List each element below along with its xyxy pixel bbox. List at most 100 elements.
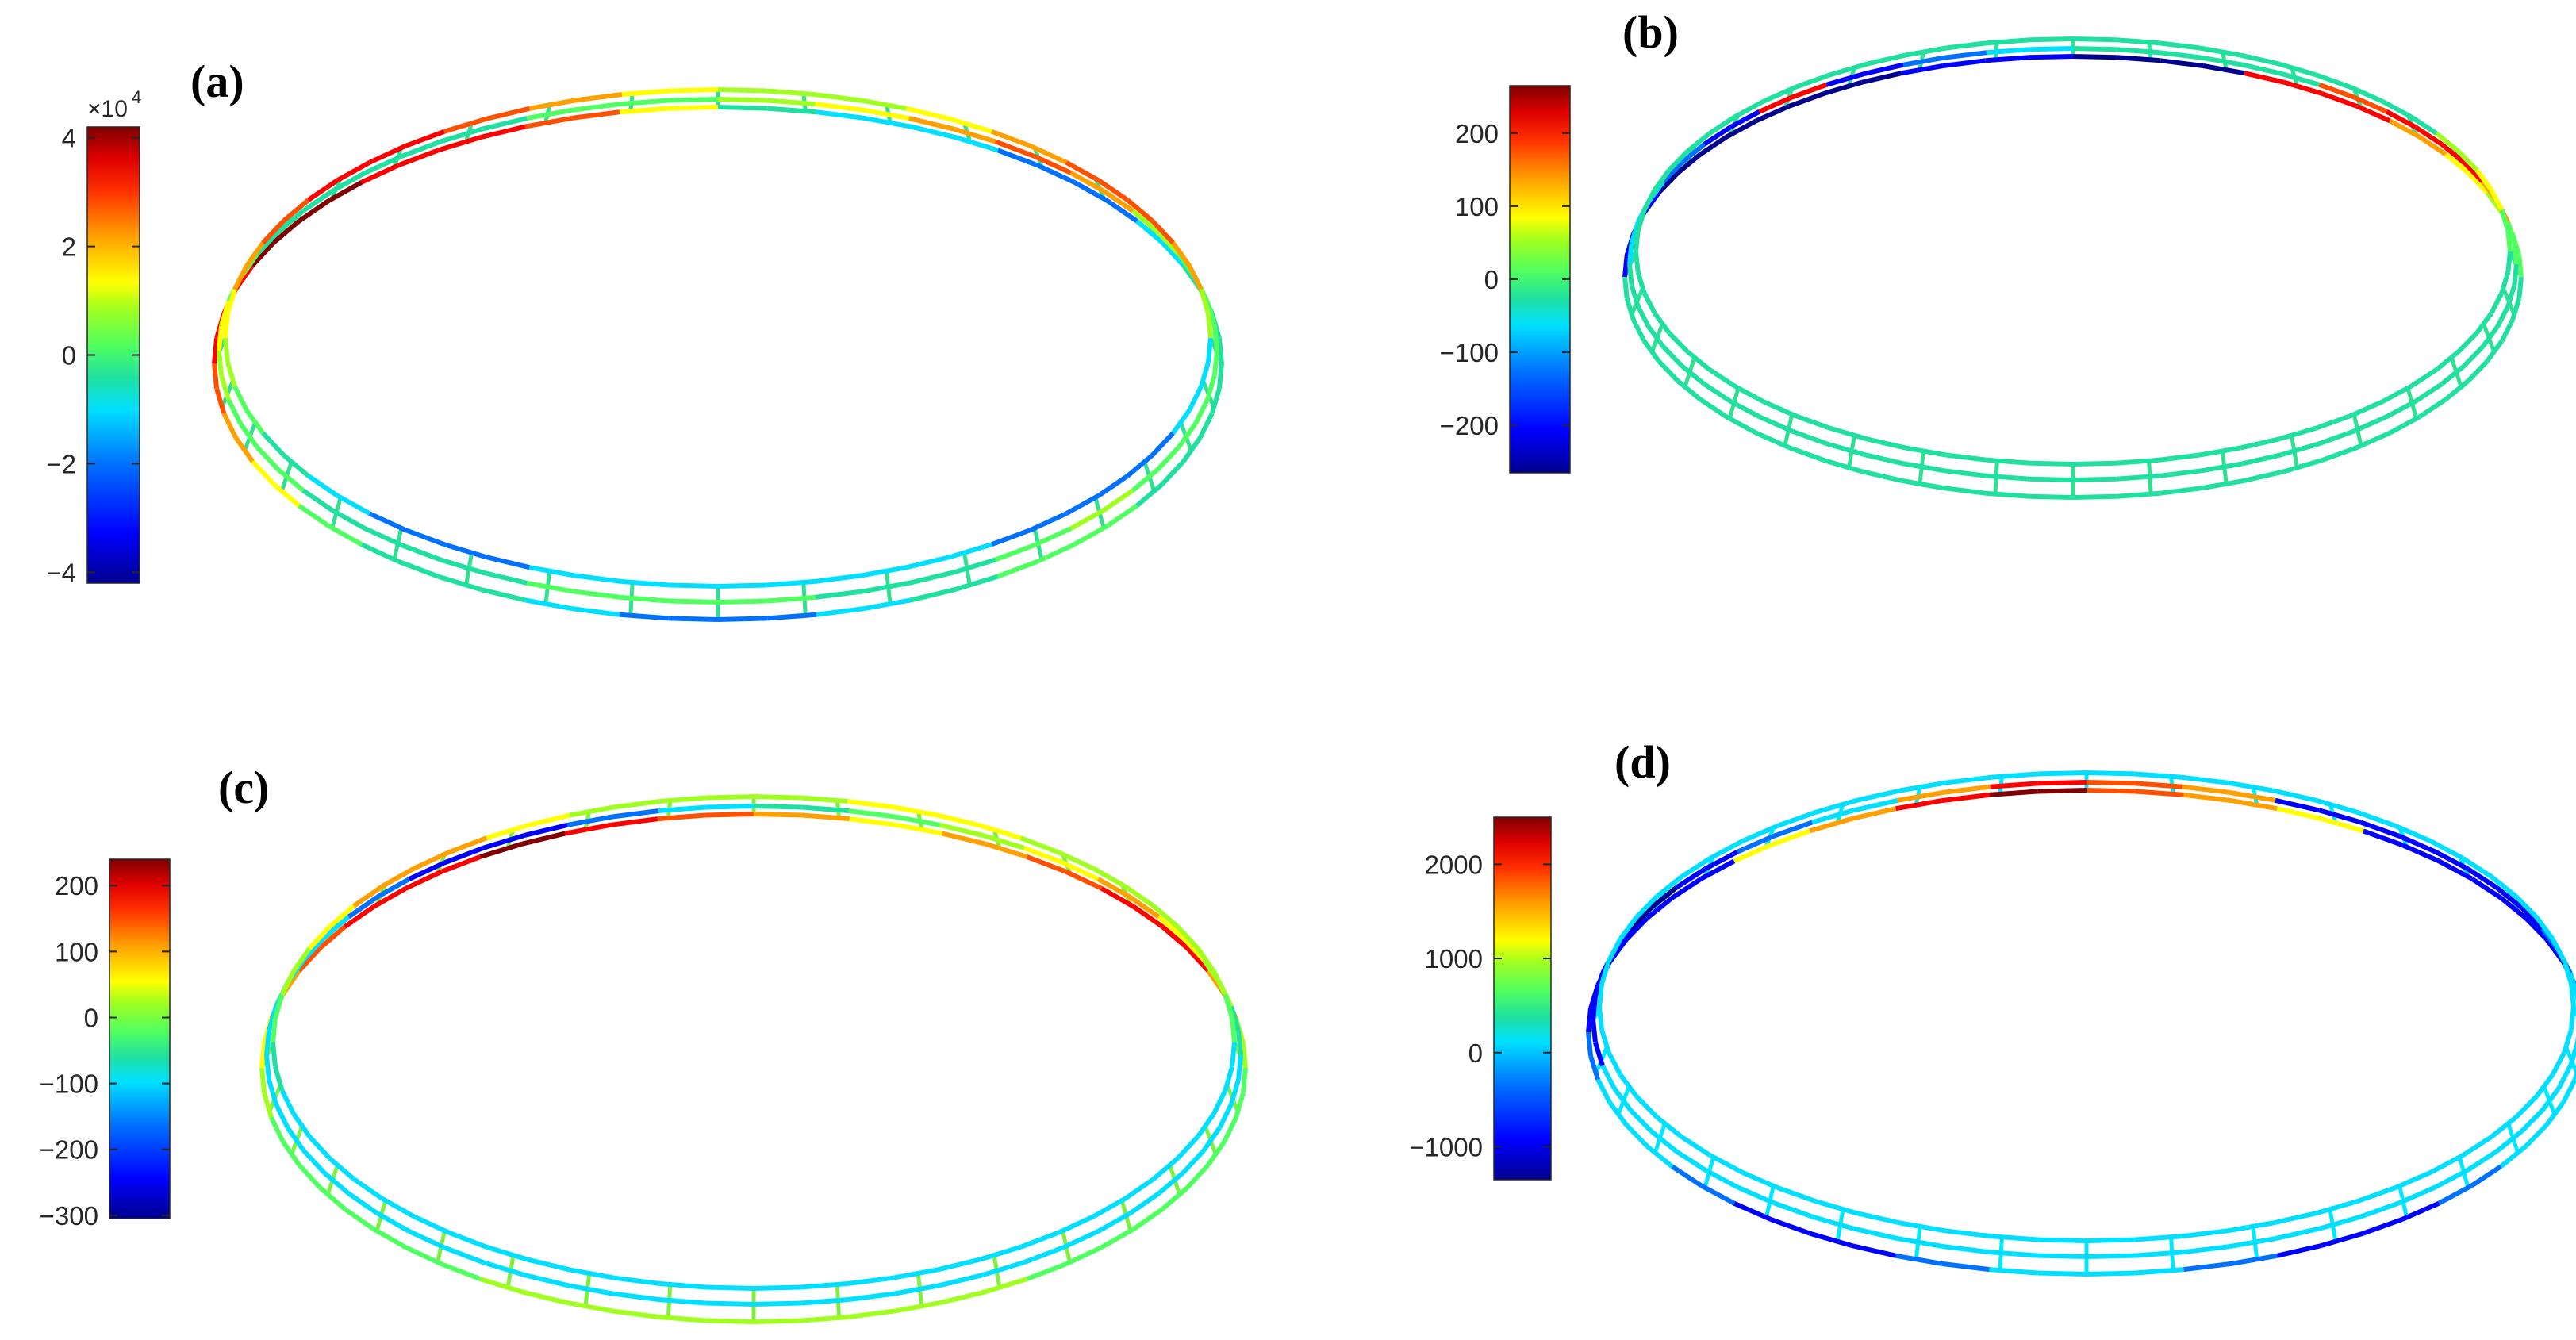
ring-segment xyxy=(2495,885,2524,910)
ring-segment xyxy=(2240,436,2280,451)
ring-segment xyxy=(482,116,528,132)
ring-segment xyxy=(2385,109,2417,130)
colorbar-tick-label: 0 xyxy=(84,1003,98,1032)
ring-segment xyxy=(939,1272,985,1288)
ring-segment xyxy=(1106,198,1138,224)
ring-segment xyxy=(2401,1200,2440,1222)
ring-segment xyxy=(2029,46,2074,52)
ring-segment xyxy=(1990,781,2039,789)
ring-segment xyxy=(1595,1078,1612,1104)
ring-segment xyxy=(2318,1214,2362,1231)
ring-segment xyxy=(2467,359,2490,383)
ring-segment xyxy=(1187,264,1204,291)
ring-segment xyxy=(528,98,576,111)
ring-segment xyxy=(1733,384,1765,405)
ring-segment xyxy=(352,1177,384,1201)
ring-segment xyxy=(1944,468,1987,478)
ring-segment xyxy=(1815,797,1858,815)
ring-segment xyxy=(217,325,224,351)
ring-segment xyxy=(405,869,443,891)
ring-segment xyxy=(1667,149,1690,172)
ring-segment xyxy=(753,1318,802,1324)
ring-segment xyxy=(2562,960,2574,985)
ring-segment xyxy=(2029,36,2074,43)
ring-segment xyxy=(2086,788,2136,794)
ring-segment xyxy=(847,1275,894,1286)
colorbar-tick-label: −200 xyxy=(40,1135,98,1165)
ring-segment xyxy=(893,804,939,818)
ring-segment xyxy=(717,105,768,111)
ring-segment xyxy=(1126,453,1154,478)
ring-segment xyxy=(2489,188,2505,212)
ring-segment xyxy=(2524,1123,2549,1148)
ring-segment xyxy=(1985,55,2029,63)
panel-d: (d) 2000 1000 0 −1000 xyxy=(1409,736,2576,1277)
ring-segment xyxy=(1171,241,1192,267)
ring-segment xyxy=(347,895,379,920)
colorbar-tick-label: 200 xyxy=(1455,119,1499,148)
ring-segment xyxy=(2356,809,2397,828)
ring-segment xyxy=(2540,1087,2561,1112)
ring-segment xyxy=(1905,45,1947,58)
ring-segment xyxy=(1198,412,1215,440)
ring-segment xyxy=(2461,1135,2493,1158)
ring-segment xyxy=(766,579,815,588)
ring-segment xyxy=(1787,91,1825,109)
ring-segment xyxy=(949,542,992,559)
ring-segment xyxy=(1157,915,1185,940)
ring-segment xyxy=(2227,780,2274,793)
ring-segment xyxy=(2183,1261,2232,1273)
ring-segment xyxy=(982,833,1025,850)
ring-segment xyxy=(571,606,620,617)
ring-segment xyxy=(1199,361,1211,387)
ring-segment xyxy=(1634,251,1641,273)
ring-segment xyxy=(526,1257,570,1273)
ring-segment xyxy=(910,586,956,603)
ring-segment xyxy=(2276,1243,2322,1258)
ring-segment xyxy=(1097,474,1129,498)
ring-segment xyxy=(1733,1200,1772,1222)
ring-segment xyxy=(2135,789,2184,797)
ring-segment xyxy=(1901,478,1944,490)
ring-segment xyxy=(848,1291,896,1302)
ring-segment xyxy=(668,616,719,622)
ring-segment xyxy=(2489,291,2505,315)
ring-segment xyxy=(1708,1153,1744,1175)
ring-segment xyxy=(363,154,403,175)
ring-segment xyxy=(566,1283,613,1296)
panel-a-colorbar-gradient xyxy=(87,127,140,583)
ring-segment xyxy=(1181,1149,1206,1175)
ring-segment xyxy=(905,555,951,570)
ring-segment xyxy=(753,804,802,810)
ring-segment xyxy=(658,804,707,813)
ring-segment xyxy=(1989,789,2038,797)
ring-segment xyxy=(1809,816,1852,834)
ring-segment xyxy=(753,1300,802,1307)
middle-ring xyxy=(1591,780,2576,1259)
ring-segment xyxy=(1851,806,1897,821)
ring-segment xyxy=(2356,104,2391,124)
middle-ring xyxy=(217,97,1219,605)
ring-segment xyxy=(2500,318,2515,343)
ring-segment xyxy=(2437,1183,2473,1206)
ring-segment xyxy=(2159,468,2202,478)
ring-segment xyxy=(1156,445,1181,471)
ring-segment xyxy=(336,160,371,183)
ring-segment xyxy=(1708,367,1737,389)
ring-segment xyxy=(526,812,570,828)
ring-segment xyxy=(223,313,230,339)
colorbar-tick-label: 2 xyxy=(62,232,76,262)
panel-c: (c) 200 100 0 −100 −200 −300 xyxy=(40,762,1248,1324)
ring-segment xyxy=(1725,414,1757,436)
ring-segment xyxy=(705,1300,754,1307)
ring-segment xyxy=(1901,63,1944,76)
ring-segment xyxy=(657,812,706,822)
ring-segment xyxy=(1851,1243,1897,1258)
ring-segment xyxy=(573,589,621,600)
ring-segment xyxy=(1106,503,1138,528)
ring-segment xyxy=(2072,36,2117,43)
ring-segment xyxy=(1065,869,1103,891)
colorbar-tick-label: 0 xyxy=(62,341,76,371)
ring-segment xyxy=(2283,458,2323,474)
ring-segment xyxy=(1649,885,1678,910)
